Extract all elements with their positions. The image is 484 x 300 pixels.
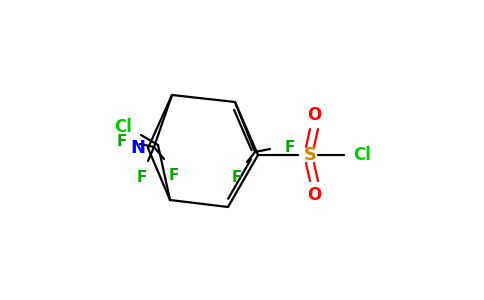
Text: F: F	[169, 167, 179, 182]
Text: O: O	[307, 186, 321, 204]
Text: F: F	[117, 134, 127, 149]
Text: Cl: Cl	[353, 146, 371, 164]
Text: F: F	[137, 169, 147, 184]
Text: Cl: Cl	[114, 118, 132, 136]
Text: F: F	[232, 169, 242, 184]
Text: S: S	[303, 146, 317, 164]
Text: O: O	[307, 106, 321, 124]
Text: N: N	[131, 139, 146, 157]
Text: F: F	[285, 140, 295, 154]
